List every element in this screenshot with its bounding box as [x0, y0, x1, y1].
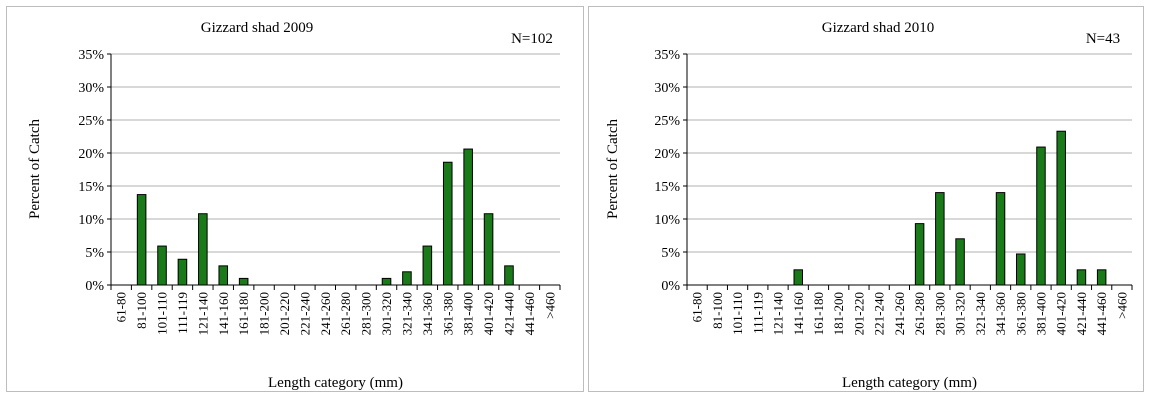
x-tick-label: 201-220 — [851, 292, 866, 335]
x-tick-label: 361-380 — [1013, 292, 1028, 335]
bar-341-360 — [422, 245, 433, 286]
bar-281-300 — [935, 192, 945, 286]
x-tick-label: 221-240 — [297, 292, 312, 335]
x-tick-label: 111-119 — [750, 292, 765, 334]
x-tick-label: 401-420 — [481, 292, 496, 335]
sample-size-label: N=102 — [511, 31, 553, 47]
x-tick-label: 441-460 — [1094, 292, 1109, 335]
y-tick-label: 20% — [654, 147, 680, 162]
x-tick-label: 321-340 — [399, 292, 414, 335]
y-axis-label: Percent of Catch — [27, 119, 43, 219]
x-tick-label: 301-320 — [953, 292, 968, 335]
x-tick-label: 161-180 — [811, 292, 826, 335]
x-tick-label: 181-200 — [257, 292, 272, 335]
x-tick-label: 141-160 — [791, 292, 806, 335]
y-tick-label: 0% — [661, 279, 680, 294]
y-tick-label: 25% — [654, 114, 680, 129]
bar-341-360 — [995, 192, 1006, 286]
y-tick-label: 10% — [78, 213, 104, 228]
y-tick-label: 35% — [654, 48, 680, 63]
x-tick-label: 401-420 — [1054, 292, 1069, 335]
bar-301-320 — [381, 277, 392, 286]
x-tick-label: 341-360 — [993, 292, 1008, 335]
bar-101-110 — [157, 245, 167, 286]
x-tick-label: 111-119 — [175, 292, 190, 334]
x-tick-label: 281-300 — [932, 292, 947, 335]
bar-141-160 — [793, 269, 803, 286]
y-tick-label: 25% — [78, 114, 104, 129]
y-tick-label: 10% — [654, 213, 680, 228]
x-axis-label: Length category (mm) — [268, 375, 403, 391]
y-tick-label: 5% — [85, 246, 104, 261]
bar-chart-2010: 0% 5% 10% 15% 20% 25% 30% 35% 61-80 81-100 101-110… — [605, 20, 1133, 391]
bar-361-380 — [1016, 253, 1026, 286]
x-tick-label: 421-440 — [1074, 292, 1089, 335]
x-tick-label: 261-280 — [912, 292, 927, 335]
x-tick-label: 241-260 — [318, 292, 333, 335]
x-tick-label: 141-160 — [216, 292, 231, 335]
y-tick-label: 15% — [654, 180, 680, 195]
chart-panel-2009: 0% 5% 10% 15% 20% 25% 30% 35% 61-80 81-100 101-110… — [6, 6, 584, 392]
x-tick-label: 261-280 — [338, 292, 353, 335]
x-tick-label: 61-80 — [690, 292, 705, 322]
x-tick-label: 161-180 — [236, 292, 251, 335]
x-tick-label: 201-220 — [277, 292, 292, 335]
sample-size-label: N=43 — [1086, 31, 1120, 47]
y-tick-label: 15% — [78, 180, 104, 195]
x-tick-label: 121-140 — [771, 292, 786, 335]
bar-381-400 — [463, 148, 473, 286]
bar-chart-2009: 0% 5% 10% 15% 20% 25% 30% 35% 61-80 81-100 101-110… — [27, 20, 561, 391]
x-tick-label: 81-100 — [710, 292, 725, 329]
chart-title: Gizzard shad 2010 — [822, 20, 934, 36]
x-tick-label: >460 — [1114, 292, 1129, 319]
x-tick-label: 341-360 — [420, 292, 435, 335]
y-tick-label: 35% — [78, 48, 104, 63]
x-tick-label: 361-380 — [440, 292, 455, 335]
chart-panel-2010: 0% 5% 10% 15% 20% 25% 30% 35% 61-80 81-100 101-110… — [588, 6, 1144, 392]
bar-261-280 — [914, 223, 925, 286]
x-axis-label: Length category (mm) — [842, 375, 977, 391]
x-tick-label: 81-100 — [134, 292, 149, 329]
bar-401-420 — [483, 213, 494, 286]
y-tick-label: 30% — [654, 81, 680, 96]
x-tick-label: 101-110 — [730, 292, 745, 335]
x-tick-label: 61-80 — [114, 292, 129, 322]
y-tick-label: 5% — [661, 246, 680, 261]
x-tick-label: 221-240 — [872, 292, 887, 335]
x-tick-label: 121-140 — [195, 292, 210, 335]
x-tick-label: 301-320 — [379, 292, 394, 335]
bar-321-340 — [402, 271, 412, 286]
bar-441-460 — [1096, 269, 1107, 286]
bar-401-420 — [1056, 130, 1066, 286]
bar-361-380 — [442, 161, 453, 286]
bar-421-440 — [504, 265, 514, 286]
x-tick-label: 421-440 — [501, 292, 516, 335]
x-tick-label: 381-400 — [1033, 292, 1048, 335]
x-tick-label: 101-110 — [155, 292, 170, 335]
y-tick-label: 0% — [85, 279, 104, 294]
bar-121-140 — [198, 213, 208, 286]
chart-title: Gizzard shad 2009 — [201, 20, 313, 36]
bar-141-160 — [218, 265, 229, 286]
x-tick-label: 441-460 — [522, 292, 537, 335]
x-tick-label: 241-260 — [892, 292, 907, 335]
x-tick-label: >460 — [542, 292, 557, 319]
y-tick-label: 20% — [78, 147, 104, 162]
bar-81-100 — [136, 194, 147, 286]
bar-161-180 — [238, 277, 249, 286]
x-tick-label: 281-300 — [359, 292, 374, 335]
x-tick-label: 181-200 — [831, 292, 846, 335]
x-tick-label: 321-340 — [973, 292, 988, 335]
bar-111-119 — [177, 258, 188, 286]
bar-381-400 — [1036, 146, 1046, 286]
bar-301-320 — [955, 238, 965, 286]
y-axis-label: Percent of Catch — [605, 119, 621, 219]
y-tick-label: 30% — [78, 81, 104, 96]
x-tick-label: 381-400 — [461, 292, 476, 335]
bar-421-440 — [1076, 269, 1087, 286]
